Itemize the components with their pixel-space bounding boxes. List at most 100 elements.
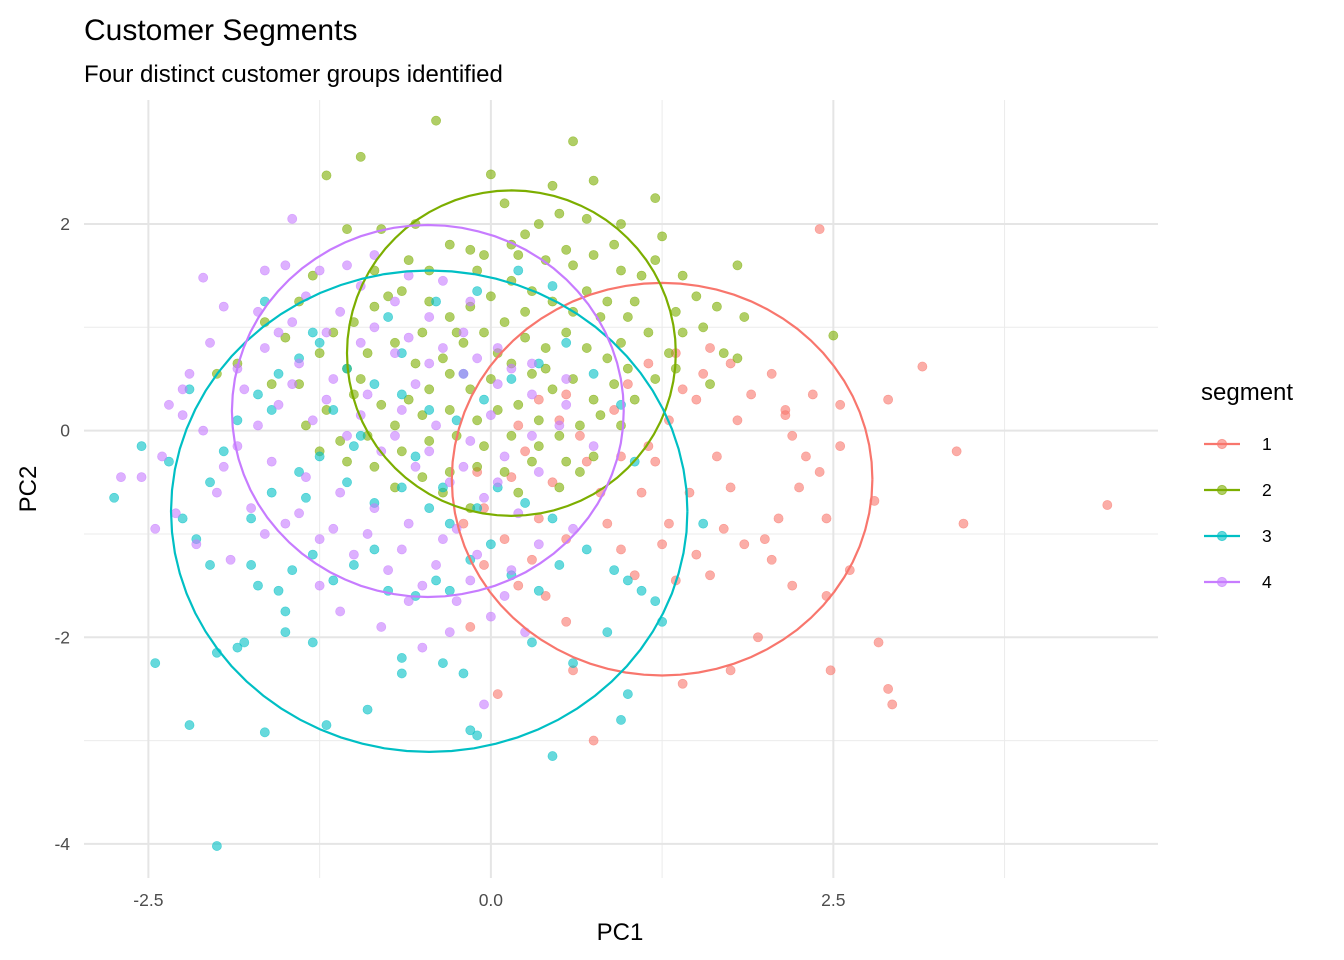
- point-segment-1: [835, 441, 846, 452]
- point-segment-2: [540, 343, 551, 353]
- point-segment-4: [390, 348, 400, 359]
- point-segment-3: [396, 389, 407, 400]
- point-segment-4: [198, 425, 209, 436]
- point-segment-4: [198, 272, 209, 283]
- point-segment-2: [616, 265, 626, 276]
- y-axis-title: PC2: [15, 466, 42, 513]
- point-segment-4: [485, 611, 496, 622]
- point-segment-2: [540, 363, 551, 374]
- point-segment-3: [280, 627, 291, 637]
- point-segment-2: [568, 260, 578, 271]
- point-segment-2: [472, 415, 483, 426]
- x-tick-label: 0.0: [479, 890, 504, 910]
- point-segment-3: [307, 637, 318, 648]
- point-segment-1: [657, 539, 667, 550]
- legend-label: 3: [1262, 526, 1272, 546]
- point-segment-4: [335, 606, 346, 617]
- legend-key-point: [1216, 484, 1228, 496]
- point-segment-4: [499, 591, 510, 601]
- point-segment-2: [568, 136, 578, 147]
- point-segment-2: [575, 420, 585, 431]
- point-segment-2: [410, 358, 421, 369]
- point-segment-4: [403, 518, 414, 529]
- point-segment-3: [458, 668, 469, 679]
- point-segment-3: [328, 405, 339, 415]
- point-segment-2: [513, 250, 524, 260]
- point-segment-4: [527, 430, 537, 441]
- point-segment-4: [390, 430, 400, 441]
- legend-key-point: [1216, 530, 1228, 542]
- point-segment-3: [547, 751, 558, 761]
- point-segment-3: [328, 575, 339, 586]
- point-segment-2: [533, 219, 544, 229]
- point-segment-2: [732, 260, 743, 271]
- point-segment-3: [150, 658, 161, 668]
- point-segment-4: [479, 492, 489, 503]
- point-segment-4: [472, 353, 483, 364]
- point-segment-1: [883, 684, 894, 694]
- point-segment-2: [479, 327, 489, 338]
- point-segment-1: [835, 399, 846, 410]
- point-segment-2: [581, 213, 592, 224]
- point-segment-3: [506, 374, 517, 384]
- point-segment-1: [814, 467, 825, 477]
- point-segment-2: [417, 472, 428, 483]
- point-segment-2: [705, 379, 715, 390]
- point-segment-4: [554, 420, 565, 431]
- point-segment-2: [520, 229, 531, 240]
- point-segment-3: [431, 296, 441, 307]
- point-segment-1: [780, 410, 791, 421]
- point-segment-2: [438, 353, 448, 364]
- point-segment-1: [759, 534, 770, 545]
- point-segment-4: [485, 410, 496, 421]
- point-segment-4: [561, 374, 572, 384]
- point-segment-4: [568, 523, 578, 534]
- chart-subtitle: Four distinct customer groups identified: [84, 61, 503, 88]
- point-segment-2: [520, 332, 531, 343]
- point-segment-1: [561, 389, 572, 400]
- point-segment-4: [294, 358, 304, 369]
- point-segment-2: [718, 348, 729, 359]
- point-segment-4: [157, 451, 167, 462]
- point-segment-1: [814, 224, 825, 235]
- point-segment-2: [609, 379, 620, 390]
- point-segment-4: [307, 415, 318, 426]
- point-segment-3: [636, 585, 647, 596]
- point-segment-4: [417, 580, 428, 591]
- point-segment-4: [335, 306, 346, 317]
- point-segment-4: [561, 399, 572, 410]
- point-segment-4: [417, 642, 428, 653]
- point-segment-2: [622, 363, 633, 374]
- point-segment-4: [164, 399, 174, 410]
- point-segment-1: [547, 477, 558, 488]
- point-segment-4: [410, 461, 421, 472]
- point-segment-2: [554, 430, 565, 441]
- point-segment-2: [561, 244, 572, 255]
- legend-key-point: [1216, 438, 1228, 450]
- point-segment-4: [479, 699, 489, 710]
- point-segment-4: [116, 472, 126, 483]
- point-segment-2: [650, 193, 661, 204]
- point-segment-3: [218, 446, 229, 457]
- point-segment-2: [595, 410, 606, 421]
- point-segment-4: [410, 379, 421, 390]
- point-segment-2: [485, 169, 496, 180]
- point-segment-2: [527, 456, 537, 467]
- point-segment-1: [873, 637, 884, 648]
- point-segment-4: [335, 487, 346, 498]
- point-segment-4: [369, 503, 380, 514]
- point-segment-2: [527, 368, 537, 379]
- point-segment-1: [499, 534, 510, 545]
- point-segment-4: [259, 265, 270, 276]
- point-segment-3: [533, 585, 544, 596]
- legend-title: segment: [1201, 379, 1293, 406]
- point-segment-2: [732, 353, 743, 364]
- legend-label: 4: [1262, 572, 1272, 592]
- point-segment-4: [458, 327, 469, 338]
- point-segment-2: [444, 312, 455, 322]
- point-segment-1: [561, 616, 572, 627]
- point-segment-4: [321, 394, 332, 405]
- point-segment-2: [616, 337, 626, 348]
- point-segment-2: [554, 208, 565, 219]
- point-segment-1: [725, 665, 736, 676]
